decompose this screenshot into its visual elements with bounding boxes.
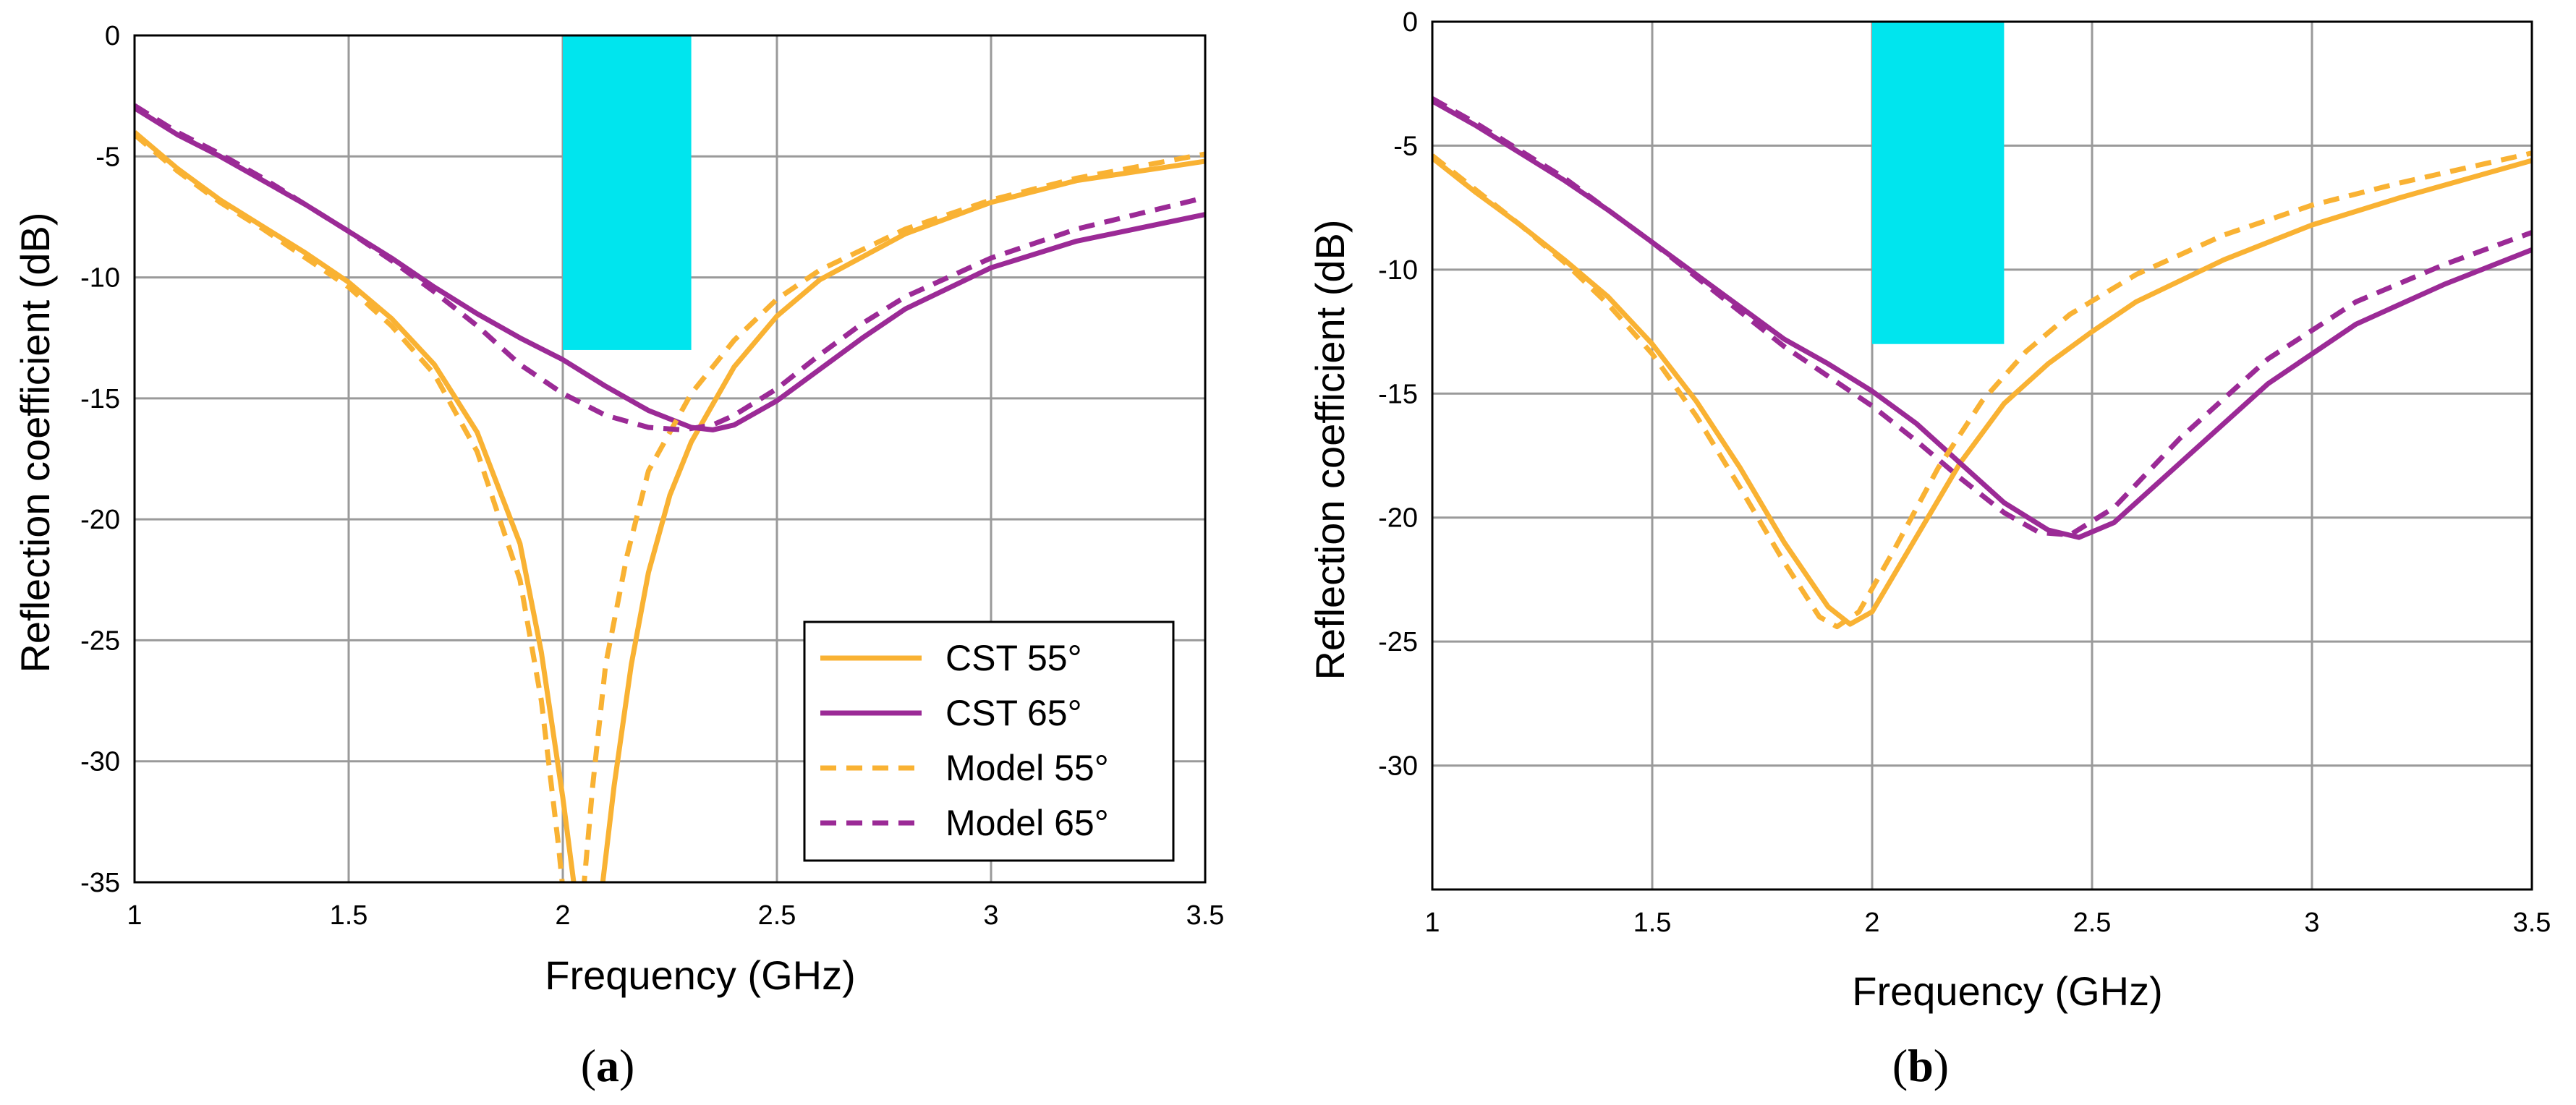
x-tick-label-b: 3 [2304,908,2319,938]
y-tick-label-b: -15 [1378,379,1418,409]
y-tick-label-a: 0 [105,21,120,51]
series-line-cst-65-b [1432,98,2532,540]
highlight-band-b [1872,22,2005,344]
y-tick-label-b: -25 [1378,627,1418,657]
axes-frame-b [1431,20,2533,891]
legend-box-a [803,620,1175,862]
x-tick-label-b: 2 [1864,908,1879,938]
legend-a: CST 55° CST 65° Model 55° Model 65° [803,620,1175,862]
highlight-band-group-a [563,35,692,350]
y-tick-label-b: 0 [1403,7,1418,38]
series-line-cst-55-b [1432,155,2532,627]
y-axis-label-a: Reflection coefficient (dB) [12,212,58,673]
y-tick-label-b: -5 [1393,131,1418,161]
series-group-b [1432,96,2532,630]
legend-label-model-65-a: Model 65° [945,803,1109,843]
chart-panel-a: 1 1.5 2 2.5 3 3.5 0 -5 -10 -15 -20 -25 -30 -35 Frequ… [12,21,1224,1091]
highlight-band-group-b [1872,22,2005,344]
x-axis-label-a: Frequency (GHz) [545,952,855,998]
y-tick-label-a: -35 [80,868,120,898]
x-axis-label-b: Frequency (GHz) [1852,968,2162,1014]
panel-letter-b: b [1908,1040,1934,1091]
series-line-cst-65-a [135,106,1205,432]
x-tick-label-a: 1 [127,900,142,931]
legend-label-cst-55-a: CST 55° [945,638,1082,678]
x-tick-labels-b: 1 1.5 2 2.5 3 3.5 [1424,908,2551,938]
y-tick-label-a: -30 [80,747,120,777]
panel-label-close-paren: ) [619,1040,634,1091]
y-tick-label-a: -15 [80,384,120,414]
series-group-a [135,103,1205,882]
x-tick-label-a: 2 [555,900,570,931]
panel-label-b: (b) [1892,1040,1949,1091]
x-tick-label-b: 1 [1424,908,1440,938]
plot-frame-a [133,34,1207,884]
highlight-band-a [563,35,692,350]
y-tick-labels-b: 0 -5 -10 -15 -20 -25 -30 [1378,7,1418,782]
x-tick-labels-a: 1 1.5 2 2.5 3 3.5 [127,900,1224,931]
series-line-cst-55-a [135,130,1205,882]
legend-label-model-55-a: Model 55° [945,748,1109,788]
panel-letter-a: a [596,1040,619,1091]
y-tick-label-a: -20 [80,505,120,535]
y-tick-label-b: -10 [1378,255,1418,286]
y-tick-label-a: -10 [80,263,120,294]
plot-frame-b [1431,20,2533,891]
axes-frame-a [133,34,1207,884]
chart-panel-b: 1 1.5 2 2.5 3 3.5 0 -5 -10 -15 -20 -25 -30 Frequenc… [1307,7,2551,1091]
x-tick-label-b: 3.5 [2513,908,2551,938]
panel-label-a: (a) [581,1040,635,1091]
legend-label-cst-65-a: CST 65° [945,693,1082,733]
x-tick-label-b: 2.5 [2073,908,2112,938]
series-line-model-55-b [1432,150,2532,630]
y-tick-label-a: -25 [80,626,120,656]
panel-label-open-paren: ( [1892,1040,1908,1091]
panel-label-close-paren: ) [1934,1040,1949,1091]
x-tick-label-b: 1.5 [1633,908,1672,938]
x-tick-label-a: 3 [983,900,998,931]
y-tick-labels-a: 0 -5 -10 -15 -20 -25 -30 -35 [80,21,120,898]
y-tick-label-b: -30 [1378,751,1418,782]
y-axis-label-b: Reflection coefficient (dB) [1307,219,1353,680]
x-tick-label-a: 1.5 [330,900,368,931]
y-tick-label-b: -20 [1378,503,1418,534]
x-tick-label-a: 3.5 [1186,900,1225,931]
y-tick-label-a: -5 [95,142,120,172]
series-line-model-55-a [135,132,1205,882]
panel-label-open-paren: ( [581,1040,596,1091]
x-tick-label-a: 2.5 [758,900,796,931]
series-line-model-65-a [135,103,1205,432]
